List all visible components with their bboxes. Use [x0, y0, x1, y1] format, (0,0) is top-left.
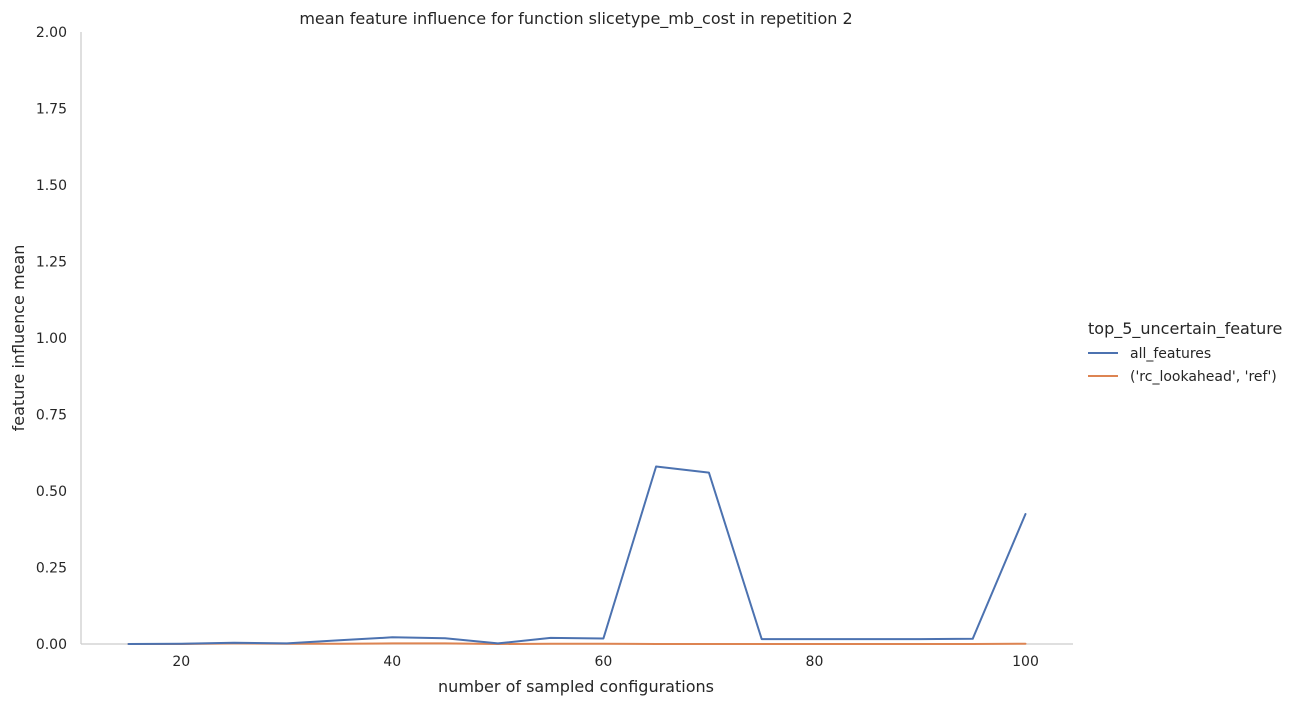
ticks: 0.00 0.25 0.50 0.75 1.00 1.25 1.50 1.75 2.00 20 40… [36, 25, 1039, 670]
x-tick-label: 60 [594, 654, 612, 670]
x-tick-label: 100 [1012, 654, 1039, 670]
x-tick-label: 40 [383, 654, 401, 670]
y-tick-label: 1.00 [36, 331, 67, 347]
x-axis-label: number of sampled configurations [438, 677, 714, 696]
y-tick-label: 0.25 [36, 561, 67, 577]
series-lines [127, 465, 1027, 645]
y-axis-label: feature influence mean [9, 245, 28, 432]
series-line-0 [127, 465, 1027, 645]
axes [80, 32, 1073, 645]
y-tick-label: 1.50 [36, 178, 67, 194]
y-tick-label: 2.00 [36, 25, 67, 41]
x-tick-label: 80 [806, 654, 824, 670]
y-tick-label: 0.75 [36, 408, 67, 424]
legend-title: top_5_uncertain_feature [1088, 319, 1282, 339]
legend-label-0: all_features [1130, 346, 1211, 362]
legend: top_5_uncertain_feature all_features ('rc… [1088, 319, 1282, 385]
y-tick-label: 0.50 [36, 484, 67, 500]
y-tick-label: 1.25 [36, 255, 67, 271]
legend-label-1: ('rc_lookahead', 'ref') [1130, 369, 1277, 385]
chart-title: mean feature influence for function slic… [299, 9, 852, 29]
x-tick-label: 20 [172, 654, 190, 670]
y-tick-label: 0.00 [36, 637, 67, 653]
y-tick-label: 1.75 [36, 102, 67, 118]
